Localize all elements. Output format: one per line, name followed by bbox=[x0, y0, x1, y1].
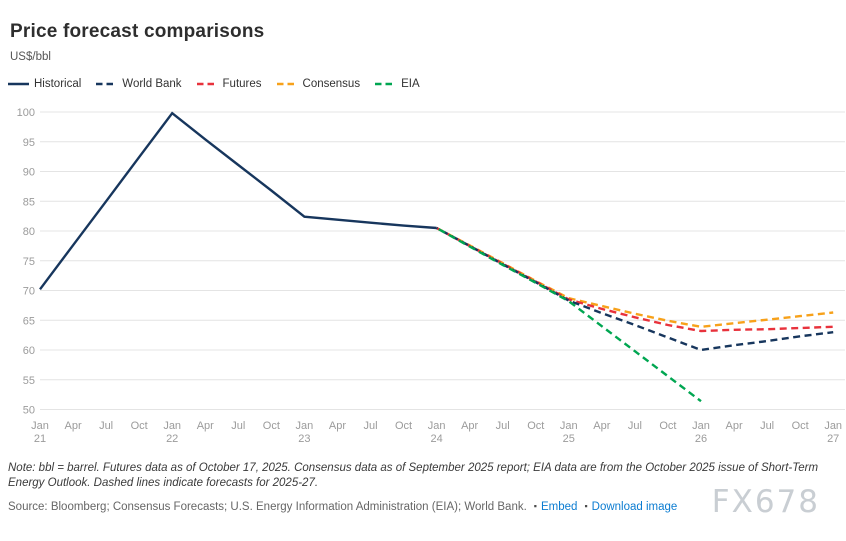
legend-item-eia: EIA bbox=[375, 78, 420, 90]
x-tick-label: Oct bbox=[792, 420, 809, 432]
x-tick-label: Jan bbox=[296, 420, 314, 432]
y-axis-unit-label: US$/bbl bbox=[10, 51, 51, 63]
x-tick-label: Jan bbox=[428, 420, 446, 432]
y-tick-label: 95 bbox=[23, 137, 35, 149]
y-tick-label: 80 bbox=[23, 226, 35, 238]
y-tick-label: 90 bbox=[23, 167, 35, 179]
x-tick-year-label: 22 bbox=[166, 433, 178, 445]
legend-item-historical: Historical bbox=[8, 78, 81, 90]
x-tick-year-label: 23 bbox=[298, 433, 310, 445]
legend-item-futures: Futures bbox=[196, 78, 262, 90]
y-tick-label: 85 bbox=[23, 196, 35, 208]
legend-item-consensus: Consensus bbox=[276, 78, 361, 90]
x-tick-label: Jul bbox=[99, 420, 113, 432]
legend-label: World Bank bbox=[122, 78, 182, 90]
x-tick-label: Oct bbox=[263, 420, 280, 432]
legend-swatch-icon bbox=[196, 82, 218, 86]
x-tick-label: Jul bbox=[496, 420, 510, 432]
legend-swatch-icon bbox=[96, 82, 118, 86]
y-tick-label: 50 bbox=[23, 405, 35, 417]
legend-label: Futures bbox=[222, 78, 262, 90]
x-tick-year-label: 21 bbox=[34, 433, 46, 445]
y-tick-label: 100 bbox=[17, 107, 35, 119]
gridlines bbox=[40, 111, 845, 410]
y-tick-label: 70 bbox=[23, 286, 35, 298]
x-tick-year-label: 24 bbox=[430, 433, 442, 445]
x-tick-label: Apr bbox=[461, 420, 478, 432]
x-tick-label: Apr bbox=[197, 420, 214, 432]
series-line-world-bank bbox=[436, 226, 834, 352]
x-tick-label: Jul bbox=[363, 420, 377, 432]
x-tick-year-label: 27 bbox=[827, 433, 839, 445]
x-tick-label: Apr bbox=[725, 420, 742, 432]
x-tick-label: Apr bbox=[64, 420, 81, 432]
bullet-icon: ▪ bbox=[584, 501, 588, 511]
x-tick-label: Jan bbox=[692, 420, 710, 432]
legend: Historical World Bank Futures Consensus EIA bbox=[8, 78, 420, 90]
bullet-icon: ▪ bbox=[533, 501, 537, 511]
x-tick-label: Jan bbox=[824, 420, 842, 432]
embed-link[interactable]: Embed bbox=[541, 501, 578, 513]
legend-swatch-icon bbox=[276, 82, 298, 86]
watermark: FX678 bbox=[711, 484, 820, 520]
series-line-eia bbox=[436, 226, 702, 403]
download-image-link[interactable]: Download image bbox=[591, 501, 678, 513]
x-tick-label: Jan bbox=[163, 420, 181, 432]
y-tick-label: 55 bbox=[23, 375, 35, 387]
x-tick-label: Oct bbox=[659, 420, 676, 432]
x-tick-label: Oct bbox=[395, 420, 412, 432]
x-tick-label: Apr bbox=[593, 420, 610, 432]
y-tick-label: 75 bbox=[23, 256, 35, 268]
legend-label: Consensus bbox=[302, 78, 361, 90]
x-tick-label: Jan bbox=[31, 420, 49, 432]
series-line-futures bbox=[436, 226, 834, 333]
x-tick-label: Jul bbox=[231, 420, 245, 432]
x-tick-year-label: 25 bbox=[563, 433, 575, 445]
series-line-consensus bbox=[436, 226, 834, 329]
y-tick-label: 65 bbox=[23, 315, 35, 327]
source-text: Source: Bloomberg; Consensus Forecasts; … bbox=[8, 501, 527, 513]
legend-label: EIA bbox=[401, 78, 420, 90]
x-tick-year-label: 26 bbox=[695, 433, 707, 445]
y-tick-label: 60 bbox=[23, 345, 35, 357]
series-line-historical bbox=[39, 111, 437, 291]
y-axis-tick-labels: 50 55 60 65 70 75 80 85 90 95 100 bbox=[17, 107, 35, 417]
legend-swatch-icon bbox=[375, 82, 397, 86]
legend-swatch-icon bbox=[8, 82, 29, 86]
legend-item-world-bank: World Bank bbox=[96, 78, 182, 90]
x-tick-label: Oct bbox=[527, 420, 544, 432]
source-row: Source: Bloomberg; Consensus Forecasts; … bbox=[8, 501, 677, 513]
x-tick-label: Jul bbox=[760, 420, 774, 432]
page-title: Price forecast comparisons bbox=[10, 20, 265, 42]
x-tick-label: Apr bbox=[329, 420, 346, 432]
legend-label: Historical bbox=[34, 78, 82, 90]
x-tick-label: Oct bbox=[131, 420, 148, 432]
footnote: Note: bbl = barrel. Futures data as of O… bbox=[8, 462, 819, 489]
x-tick-label: Jul bbox=[628, 420, 642, 432]
x-tick-label: Jan bbox=[560, 420, 578, 432]
